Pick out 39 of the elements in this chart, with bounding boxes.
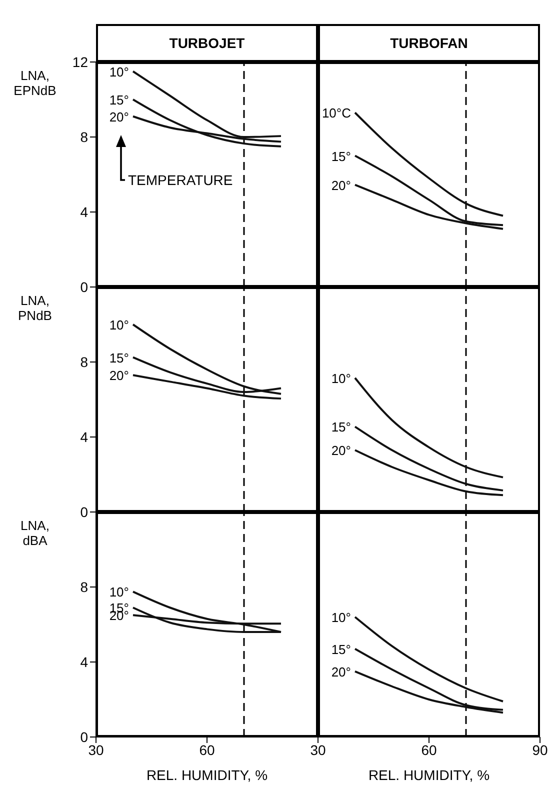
y-tick-label: 12 bbox=[72, 54, 88, 70]
y-tick-label: 8 bbox=[80, 128, 88, 145]
chart-title: TURBOFAN bbox=[318, 24, 540, 62]
x-axis-title: REL. HUMIDITY, % bbox=[367, 767, 491, 783]
chart-title: TURBOJET bbox=[96, 24, 318, 62]
series-label: 10° bbox=[331, 370, 351, 386]
y-tick-label: 0 bbox=[80, 728, 88, 745]
series-label: 20° bbox=[331, 178, 351, 193]
series-label: 15° bbox=[331, 148, 351, 164]
x-tick-label: 60 bbox=[199, 742, 215, 758]
y-tick-label: 4 bbox=[80, 654, 88, 670]
y-tick-label: 8 bbox=[80, 354, 88, 370]
series-label: 15° bbox=[109, 350, 129, 366]
series-label: 10°C bbox=[322, 106, 351, 121]
x-tick-label: 90 bbox=[532, 742, 548, 758]
y-tick-label: 4 bbox=[80, 204, 88, 220]
series-label: 20° bbox=[109, 368, 129, 384]
series-label: 20° bbox=[109, 109, 129, 124]
y-tick-label: 0 bbox=[80, 504, 88, 520]
y-tick-label: 4 bbox=[80, 428, 88, 445]
y-tick-label: 8 bbox=[80, 578, 88, 595]
x-tick-label: 60 bbox=[421, 742, 437, 758]
x-tick-label: 30 bbox=[310, 742, 326, 758]
series-label: 10° bbox=[331, 610, 351, 625]
series-label: 15° bbox=[331, 420, 351, 435]
series-label: 10° bbox=[109, 64, 129, 80]
y-axis-title: LNA, PNdB bbox=[17, 293, 53, 323]
y-tick-label: 0 bbox=[80, 278, 88, 295]
series-label: 10° bbox=[109, 584, 129, 600]
series-label: 20° bbox=[331, 664, 351, 680]
series-label: 15° bbox=[109, 92, 129, 108]
series-label: 10° bbox=[109, 318, 129, 332]
y-axis-title: LNA, EPNdB bbox=[12, 68, 58, 98]
y-axis-title: LNA, dBA bbox=[20, 518, 50, 548]
series-label: 15° bbox=[331, 642, 351, 657]
x-axis-title: REL. HUMIDITY, % bbox=[145, 767, 269, 783]
annotation: TEMPERATURE bbox=[128, 172, 233, 188]
series-label: 20° bbox=[331, 443, 351, 458]
x-tick-label: 30 bbox=[88, 742, 104, 758]
